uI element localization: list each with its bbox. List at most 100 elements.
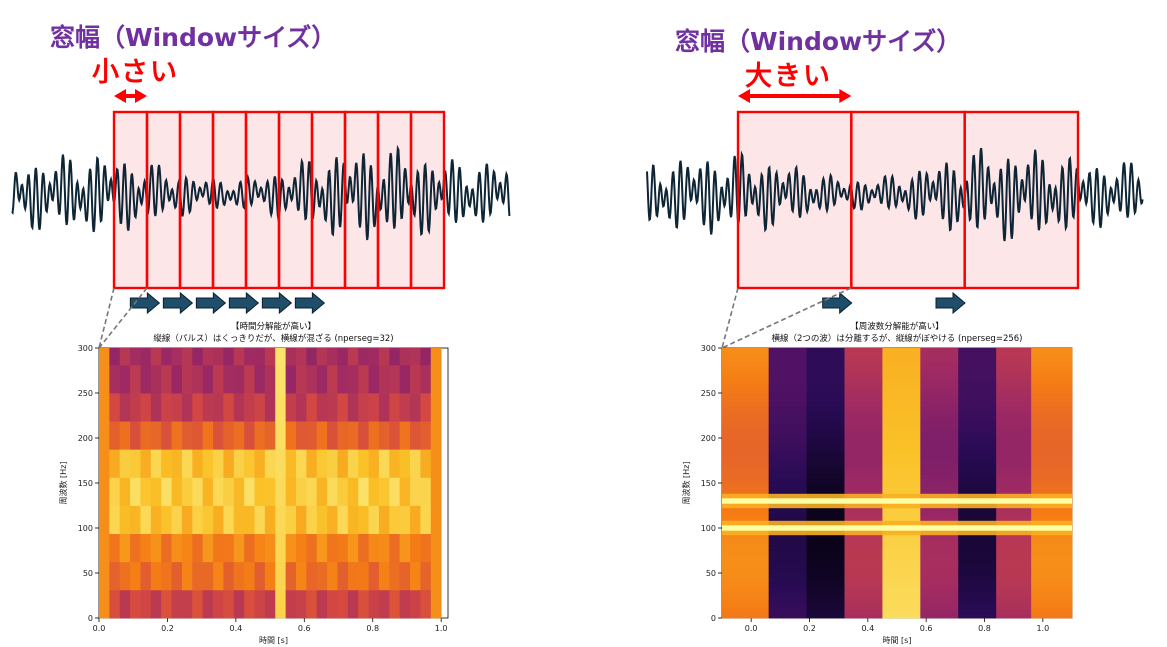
heatmap-cell	[958, 483, 997, 488]
heatmap-cell	[806, 411, 845, 416]
time-step-arrow	[129, 291, 161, 315]
heatmap-cell	[1031, 370, 1073, 376]
heatmap-cell	[806, 415, 845, 421]
heatmap-cell	[223, 348, 235, 366]
heatmap-cell	[254, 505, 266, 535]
heatmap-cell	[920, 397, 959, 403]
heatmap-cell	[378, 449, 390, 478]
heatmap-cell	[1031, 586, 1073, 592]
heatmap-cell	[254, 348, 266, 366]
heatmap-cell	[920, 573, 959, 578]
heatmap-cell	[882, 460, 921, 466]
heatmap-cell	[996, 348, 1032, 353]
heatmap-cell	[202, 589, 214, 619]
heatmap-cell	[430, 348, 442, 366]
heatmap-cell	[202, 364, 214, 394]
heatmap-cell	[171, 589, 183, 619]
heatmap-cell	[844, 514, 883, 520]
heatmap-cell	[844, 451, 883, 457]
heatmap-cell	[150, 364, 162, 394]
heatmap-cell	[161, 421, 172, 450]
window-width-arrowhead-right	[839, 89, 852, 103]
heatmap-cell	[958, 357, 997, 362]
heatmap-cell	[337, 477, 349, 506]
heatmap-cell	[882, 600, 921, 605]
heatmap-cell	[844, 573, 883, 578]
heatmap-cell	[378, 589, 390, 619]
heatmap-cell	[316, 533, 328, 563]
analysis-window	[963, 110, 1080, 290]
heatmap-cell	[410, 348, 421, 366]
heatmap-cell	[768, 424, 807, 430]
heatmap-cell	[996, 582, 1032, 587]
heatmap-cell	[806, 384, 845, 389]
heatmap-cell	[722, 429, 770, 434]
heatmap-cell	[996, 406, 1032, 412]
heatmap-cell	[399, 477, 411, 506]
heatmap-cell	[844, 550, 883, 556]
heatmap-cell	[844, 487, 883, 493]
heatmap-cell	[1031, 483, 1073, 488]
heatmap-cell	[254, 449, 266, 478]
heatmap-cell	[233, 477, 245, 506]
heatmap-cell	[722, 591, 770, 596]
heatmap-cell	[306, 533, 318, 563]
heatmap-cell	[171, 561, 183, 591]
heatmap-cell	[882, 447, 921, 452]
heatmap-cell	[844, 433, 883, 439]
heatmap-cell	[882, 550, 921, 556]
heatmap-cell	[958, 550, 997, 556]
heatmap-cell	[806, 456, 845, 461]
heatmap-cell	[347, 348, 359, 366]
heatmap-cell	[119, 364, 131, 394]
heatmap-cell	[130, 589, 141, 619]
heatmap-cell	[920, 415, 959, 421]
heatmap-cell	[958, 474, 997, 479]
heatmap-cell	[161, 477, 172, 506]
heatmap-cell	[1031, 411, 1073, 416]
analysis-window-fill	[378, 112, 411, 288]
y-tick-label: 0	[88, 614, 93, 623]
heatmap-cell	[295, 533, 307, 563]
heatmap-cell	[275, 393, 287, 422]
heatmap-cell	[161, 393, 172, 422]
heatmap-cell	[882, 406, 921, 412]
heatmap-cell	[882, 402, 921, 407]
time-step-arrow	[195, 291, 227, 315]
heatmap-cell	[295, 364, 307, 394]
heatmap-cell	[882, 357, 921, 362]
heatmap-cell	[202, 348, 214, 366]
heatmap-cell	[316, 393, 328, 422]
chart-title: 【周波数分解能が高い】	[850, 321, 944, 332]
heatmap-cell	[171, 477, 183, 506]
heatmap-cell	[996, 586, 1032, 592]
heatmap-cell	[920, 361, 959, 367]
heatmap-cell	[920, 447, 959, 452]
heatmap-cell	[347, 393, 359, 422]
heatmap-cell	[844, 465, 883, 470]
heatmap-cell	[844, 415, 883, 421]
heatmap-cell	[844, 595, 883, 601]
heatmap-cell	[722, 361, 770, 367]
heatmap-cell	[202, 449, 214, 478]
heatmap-cell	[389, 505, 401, 535]
heatmap-cell	[161, 533, 172, 563]
heatmap-cell	[844, 600, 883, 605]
heatmap-cell	[430, 449, 442, 478]
heatmap-cell	[768, 604, 807, 610]
heatmap-cell	[768, 595, 807, 601]
heatmap-cell	[316, 561, 328, 591]
heatmap-cell	[327, 393, 338, 422]
heatmap-cell	[996, 604, 1032, 610]
heatmap-cell	[264, 393, 276, 422]
heatmap-cell	[958, 568, 997, 574]
heatmap-cell	[358, 589, 369, 619]
heatmap-cell	[806, 483, 845, 488]
heatmap-cell	[306, 348, 318, 366]
heatmap-cell	[1031, 429, 1073, 434]
heatmap-cell	[958, 460, 997, 466]
heatmap-cell	[996, 474, 1032, 479]
heatmap-cell	[806, 397, 845, 403]
heatmap-cell	[920, 568, 959, 574]
heatmap-cell	[368, 348, 380, 366]
